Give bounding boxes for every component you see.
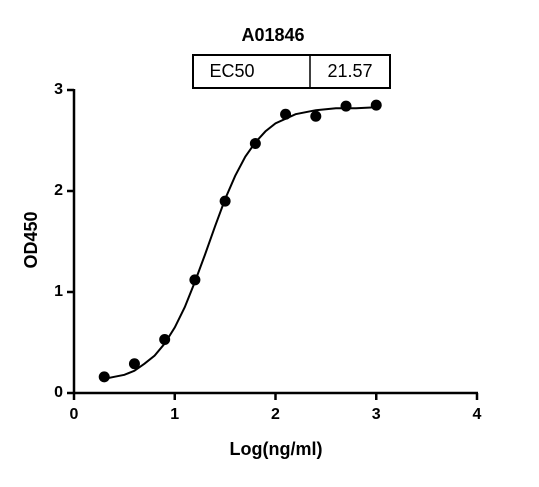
y-tick-label: 1 (54, 283, 63, 300)
data-point (159, 333, 171, 345)
data-point (280, 108, 292, 120)
data-point (189, 274, 201, 286)
x-tick-label: 3 (372, 406, 381, 423)
x-tick-label: 4 (473, 406, 482, 423)
x-tick-label: 1 (170, 406, 179, 423)
ec50-box (192, 54, 391, 89)
chart-title: A01846 (241, 25, 304, 45)
ec50-label: EC50 (209, 61, 254, 81)
x-tick-label: 0 (70, 406, 79, 423)
data-point (219, 195, 231, 207)
data-point (249, 138, 261, 150)
x-axis-label: Log(ng/ml) (230, 439, 323, 459)
y-tick-label: 0 (54, 384, 63, 401)
y-tick-label: 3 (54, 81, 63, 98)
data-point (310, 110, 322, 122)
data-point (340, 100, 352, 112)
data-point (128, 358, 140, 370)
y-tick-label: 2 (54, 182, 63, 199)
fit-curve (103, 106, 377, 380)
data-point (98, 371, 110, 383)
data-point (370, 99, 382, 111)
y-axis-label: OD450 (21, 211, 41, 268)
ec50-value: 21.57 (327, 61, 372, 81)
x-tick-label: 2 (271, 406, 280, 423)
